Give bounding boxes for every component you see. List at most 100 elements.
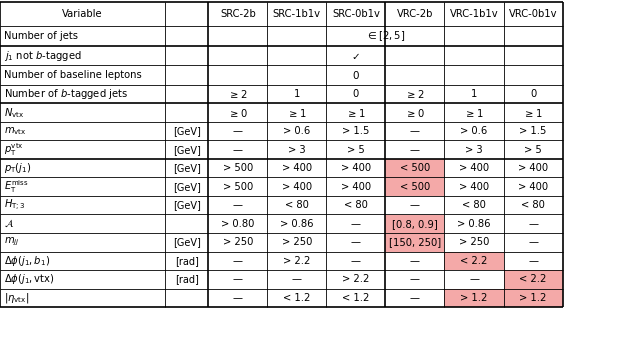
Text: > 250: > 250 (223, 237, 253, 247)
Text: > 1.5: > 1.5 (519, 126, 547, 136)
Text: < 500: < 500 (400, 163, 430, 173)
Text: > 1.2: > 1.2 (460, 293, 488, 303)
Text: [GeV]: [GeV] (173, 182, 201, 192)
Bar (385, 214, 444, 233)
Text: > 0.86: > 0.86 (457, 219, 491, 229)
Text: $E_{\mathrm{T}}^{\mathrm{miss}}$: $E_{\mathrm{T}}^{\mathrm{miss}}$ (4, 178, 29, 195)
Text: $p_{\mathrm{T}}(j_1)$: $p_{\mathrm{T}}(j_1)$ (4, 161, 32, 175)
Text: SRC-1b1v: SRC-1b1v (273, 9, 321, 19)
Text: 0: 0 (530, 89, 536, 99)
Text: > 250: > 250 (459, 237, 489, 247)
Text: > 400: > 400 (282, 182, 312, 192)
Text: $j_1$ not $b$-tagged: $j_1$ not $b$-tagged (4, 49, 82, 63)
Text: $N_{\mathrm{vtx}}$: $N_{\mathrm{vtx}}$ (4, 106, 24, 120)
Text: —: — (410, 256, 420, 266)
Text: [150, 250]: [150, 250] (389, 237, 441, 247)
Text: —: — (528, 256, 538, 266)
Text: —: — (233, 256, 243, 266)
Text: $m_{jj}$: $m_{jj}$ (4, 236, 20, 249)
Text: > 0.6: > 0.6 (283, 126, 311, 136)
Text: > 2.2: > 2.2 (283, 256, 311, 266)
Text: $\mathcal{A}$: $\mathcal{A}$ (4, 218, 14, 230)
Text: —: — (233, 274, 243, 284)
Text: < 80: < 80 (285, 200, 309, 210)
Text: > 400: > 400 (282, 163, 312, 173)
Text: —: — (351, 219, 361, 229)
Text: > 500: > 500 (223, 163, 253, 173)
Bar (444, 251, 504, 270)
Text: > 400: > 400 (459, 163, 489, 173)
Text: —: — (233, 293, 243, 303)
Text: < 2.2: < 2.2 (519, 274, 547, 284)
Text: $\Delta\phi(j_1, b_1)$: $\Delta\phi(j_1, b_1)$ (4, 254, 50, 268)
Text: 1: 1 (471, 89, 478, 99)
Text: VRC-0b1v: VRC-0b1v (509, 9, 558, 19)
Text: > 5: > 5 (347, 145, 364, 155)
Text: > 0.86: > 0.86 (280, 219, 314, 229)
Text: —: — (233, 145, 243, 155)
Text: —: — (410, 200, 420, 210)
Text: > 1.5: > 1.5 (342, 126, 370, 136)
Text: —: — (528, 237, 538, 247)
Text: > 0.6: > 0.6 (460, 126, 488, 136)
Text: $\in [2, 5]$: $\in [2, 5]$ (366, 29, 405, 43)
Text: < 2.2: < 2.2 (460, 256, 488, 266)
Text: [0.8, 0.9]: [0.8, 0.9] (392, 219, 438, 229)
Text: SRC-0b1v: SRC-0b1v (332, 9, 380, 19)
Text: > 400: > 400 (459, 182, 489, 192)
Text: > 0.80: > 0.80 (221, 219, 255, 229)
Text: $m_{\mathrm{vtx}}$: $m_{\mathrm{vtx}}$ (4, 125, 27, 137)
Text: > 2.2: > 2.2 (342, 274, 370, 284)
Text: $\geq 1$: $\geq 1$ (287, 107, 307, 119)
Text: Number of jets: Number of jets (4, 31, 78, 41)
Text: < 500: < 500 (400, 182, 430, 192)
Text: VRC-2b: VRC-2b (397, 9, 433, 19)
Text: SRC-2b: SRC-2b (220, 9, 256, 19)
Text: —: — (233, 126, 243, 136)
Text: —: — (469, 274, 479, 284)
Text: > 400: > 400 (341, 163, 371, 173)
Text: —: — (528, 219, 538, 229)
Text: > 500: > 500 (223, 182, 253, 192)
Text: $\geq 0$: $\geq 0$ (228, 107, 248, 119)
Text: 1: 1 (293, 89, 300, 99)
Text: < 80: < 80 (462, 200, 486, 210)
Text: [GeV]: [GeV] (173, 237, 201, 247)
Text: > 1.2: > 1.2 (519, 293, 547, 303)
Text: < 1.2: < 1.2 (283, 293, 311, 303)
Text: $|\eta_{\mathrm{vtx}}|$: $|\eta_{\mathrm{vtx}}|$ (4, 291, 29, 305)
Text: < 80: < 80 (521, 200, 545, 210)
Bar (444, 289, 504, 307)
Text: VRC-1b1v: VRC-1b1v (450, 9, 498, 19)
Text: < 1.2: < 1.2 (342, 293, 370, 303)
Text: Number of $b$-tagged jets: Number of $b$-tagged jets (4, 87, 128, 101)
Text: —: — (233, 200, 243, 210)
Text: Number of baseline leptons: Number of baseline leptons (4, 70, 142, 80)
Bar (504, 270, 563, 289)
Text: $p_{\mathrm{T}}^{\mathrm{vtx}}$: $p_{\mathrm{T}}^{\mathrm{vtx}}$ (4, 142, 23, 158)
Text: > 3: > 3 (288, 145, 305, 155)
Text: —: — (292, 274, 302, 284)
Text: —: — (351, 256, 361, 266)
Bar (385, 177, 444, 196)
Text: > 250: > 250 (282, 237, 312, 247)
Text: [rad]: [rad] (175, 274, 199, 284)
Text: $0$: $0$ (352, 69, 360, 81)
Bar (385, 159, 444, 177)
Text: $\geq 1$: $\geq 1$ (346, 107, 366, 119)
Text: —: — (410, 293, 420, 303)
Text: —: — (351, 237, 361, 247)
Text: [GeV]: [GeV] (173, 200, 201, 210)
Text: —: — (410, 126, 420, 136)
Text: > 5: > 5 (525, 145, 542, 155)
Text: $\geq 2$: $\geq 2$ (405, 88, 425, 100)
Text: $\Delta\phi(j_1, \mathrm{vtx})$: $\Delta\phi(j_1, \mathrm{vtx})$ (4, 272, 55, 286)
Text: > 400: > 400 (341, 182, 371, 192)
Text: —: — (410, 274, 420, 284)
Text: $\geq 0$: $\geq 0$ (405, 107, 425, 119)
Text: $\geq 1$: $\geq 1$ (464, 107, 484, 119)
Bar (385, 233, 444, 251)
Text: [rad]: [rad] (175, 256, 199, 266)
Bar (504, 289, 563, 307)
Text: [GeV]: [GeV] (173, 126, 201, 136)
